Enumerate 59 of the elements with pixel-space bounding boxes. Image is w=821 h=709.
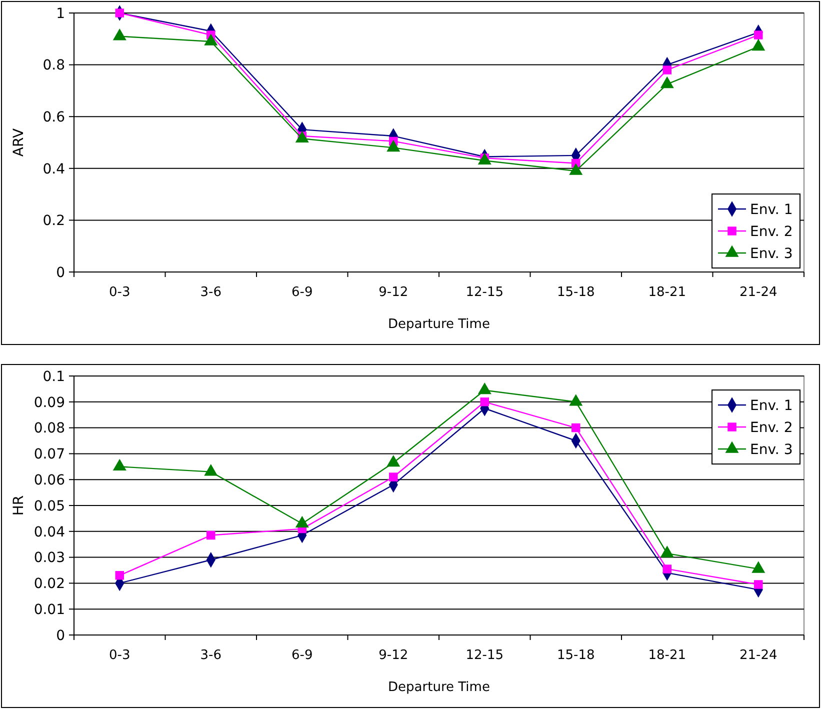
legend-label: Env. 3 [750, 442, 793, 458]
x-tick-label: 18-21 [648, 285, 686, 300]
point [754, 580, 763, 589]
y-tick-label: 0.01 [34, 602, 65, 618]
x-tick-label: 15-18 [556, 285, 595, 300]
point [113, 459, 126, 471]
x-tick-label: 21-24 [739, 648, 778, 663]
point [389, 472, 398, 482]
point [752, 562, 765, 573]
y-tick-label: 0.04 [34, 524, 66, 540]
y-tick-label: 0.08 [34, 420, 65, 437]
y-tick-label: 0.8 [42, 58, 65, 74]
x-tick-label: 12-15 [466, 648, 504, 663]
x-tick-label: 18-21 [648, 648, 686, 663]
x-axis-title: Departure Time [388, 317, 490, 332]
y-tick-label: 0.02 [34, 576, 65, 592]
x-axis-title: Departure Time [388, 680, 490, 695]
point [662, 66, 672, 74]
x-tick-label: 15-18 [556, 648, 595, 663]
y-tick-label: 0.03 [34, 550, 65, 566]
legend-label: Env. 3 [750, 246, 793, 262]
y-tick-label: 0.4 [42, 161, 66, 178]
y-tick-label: 0.07 [34, 446, 65, 463]
y-tick-label: 0 [56, 264, 65, 281]
x-tick-label: 21-24 [739, 285, 778, 300]
y-tick-label: 0.1 [42, 368, 65, 385]
x-tick-label: 3-6 [200, 648, 222, 663]
legend-label: Env. 1 [750, 398, 793, 414]
y-tick-label: 0.6 [42, 110, 66, 126]
legend-label: Env. 2 [750, 224, 793, 240]
point [662, 564, 672, 574]
y-axis-title: HR [11, 495, 27, 516]
x-tick-label: 0-3 [109, 648, 130, 663]
y-axis-title: ARV [11, 128, 27, 157]
point [480, 398, 489, 406]
point [386, 455, 400, 467]
point [115, 571, 124, 580]
y-tick-label: 1 [56, 6, 65, 22]
y-tick-label: 0 [56, 628, 65, 644]
point [206, 530, 216, 540]
x-tick-label: 0-3 [109, 285, 130, 300]
x-tick-label: 6-9 [292, 648, 313, 663]
x-tick-label: 3-6 [200, 285, 222, 300]
point [296, 516, 309, 528]
y-tick-label: 0.06 [34, 472, 66, 488]
point [569, 394, 582, 406]
point [572, 423, 580, 432]
y-tick-label: 0.2 [42, 213, 65, 230]
point [660, 546, 674, 558]
point [204, 464, 218, 476]
point [478, 382, 492, 394]
legend-label: Env. 1 [750, 202, 793, 218]
y-tick-label: 0.05 [34, 498, 65, 514]
x-tick-label: 9-12 [378, 285, 408, 300]
x-tick-label: 6-9 [292, 285, 313, 300]
x-tick-label: 9-12 [378, 648, 408, 663]
y-tick-label: 0.09 [34, 394, 65, 411]
x-tick-label: 12-15 [466, 285, 504, 300]
legend-label: Env. 2 [750, 420, 793, 436]
